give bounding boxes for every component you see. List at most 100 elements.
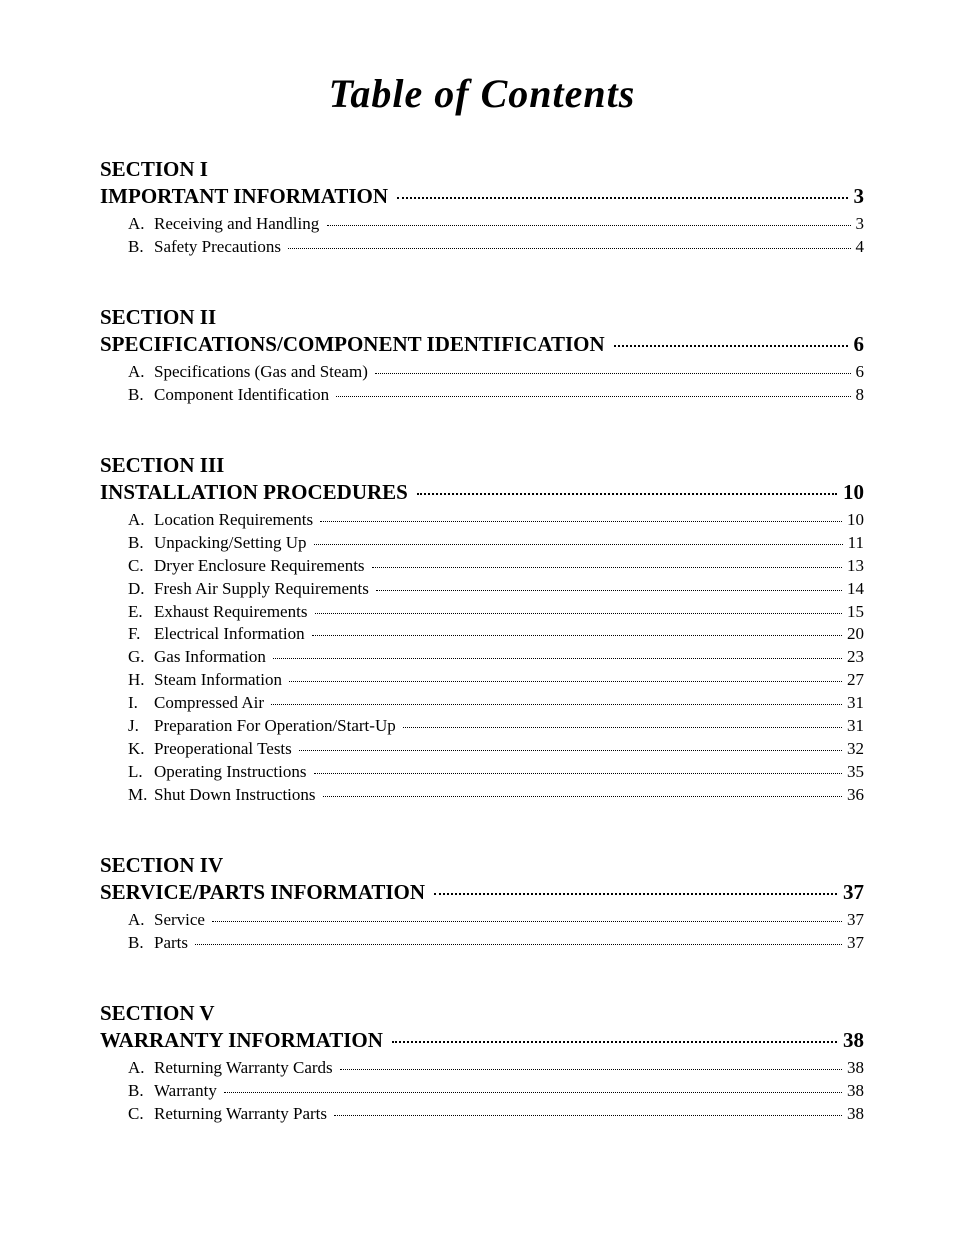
sub-label: Compressed Air: [154, 692, 268, 715]
sub-label: Service: [154, 909, 209, 932]
sub-page-number: 31: [845, 715, 864, 738]
sub-page-number: 38: [845, 1080, 864, 1103]
toc-sub-row: C.Dryer Enclosure Requirements 13: [100, 555, 864, 578]
sub-label: Fresh Air Supply Requirements: [154, 578, 373, 601]
page-title: Table of Contents: [100, 70, 864, 117]
sub-page-number: 3: [854, 213, 865, 236]
sub-page-number: 14: [845, 578, 864, 601]
section-block: SECTION IVSERVICE/PARTS INFORMATION 37A.…: [100, 853, 864, 955]
leader-dots: [327, 225, 851, 226]
section-block: SECTION IIMPORTANT INFORMATION 3A.Receiv…: [100, 157, 864, 259]
sub-marker: H.: [128, 669, 154, 692]
toc-sub-row: K.Preoperational Tests 32: [100, 738, 864, 761]
sub-marker: A.: [128, 361, 154, 384]
sub-marker: J.: [128, 715, 154, 738]
toc-sub-row: A.Returning Warranty Cards 38: [100, 1057, 864, 1080]
leader-dots: [320, 521, 842, 522]
sub-page-number: 38: [845, 1103, 864, 1126]
sub-page-number: 27: [845, 669, 864, 692]
leader-dots: [392, 1041, 837, 1043]
sub-page-number: 13: [845, 555, 864, 578]
sub-page-number: 31: [845, 692, 864, 715]
sub-label: Electrical Information: [154, 623, 309, 646]
sub-marker: C.: [128, 1103, 154, 1126]
section-heading-text: SERVICE/PARTS INFORMATION: [100, 880, 430, 905]
section-page-number: 38: [841, 1028, 864, 1053]
sub-page-number: 35: [845, 761, 864, 784]
leader-dots: [614, 345, 848, 347]
sub-label: Gas Information: [154, 646, 270, 669]
leader-dots: [323, 796, 842, 797]
sub-page-number: 20: [845, 623, 864, 646]
toc-sub-row: L.Operating Instructions 35: [100, 761, 864, 784]
leader-dots: [312, 635, 842, 636]
section-heading-row: SPECIFICATIONS/COMPONENT IDENTIFICATION …: [100, 332, 864, 357]
toc-sub-row: A.Service 37: [100, 909, 864, 932]
toc-sub-row: H.Steam Information 27: [100, 669, 864, 692]
section-heading-row: SERVICE/PARTS INFORMATION 37: [100, 880, 864, 905]
leader-dots: [403, 727, 842, 728]
section-page-number: 37: [841, 880, 864, 905]
sub-label: Specifications (Gas and Steam): [154, 361, 372, 384]
sub-label: Shut Down Instructions: [154, 784, 320, 807]
sub-label: Returning Warranty Cards: [154, 1057, 337, 1080]
sub-page-number: 36: [845, 784, 864, 807]
sub-page-number: 23: [845, 646, 864, 669]
leader-dots: [212, 921, 842, 922]
sub-marker: E.: [128, 601, 154, 624]
toc-sub-row: A.Specifications (Gas and Steam) 6: [100, 361, 864, 384]
section-block: SECTION IISPECIFICATIONS/COMPONENT IDENT…: [100, 305, 864, 407]
section-page-number: 10: [841, 480, 864, 505]
leader-dots: [376, 590, 842, 591]
section-heading-text: WARRANTY INFORMATION: [100, 1028, 388, 1053]
page-container: Table of Contents SECTION IIMPORTANT INF…: [0, 0, 954, 1235]
toc-sub-row: I.Compressed Air 31: [100, 692, 864, 715]
sub-marker: A.: [128, 1057, 154, 1080]
toc-sub-row: C.Returning Warranty Parts 38: [100, 1103, 864, 1126]
sub-marker: B.: [128, 384, 154, 407]
section-heading-row: IMPORTANT INFORMATION 3: [100, 184, 864, 209]
section-heading-text: INSTALLATION PROCEDURES: [100, 480, 413, 505]
leader-dots: [417, 493, 837, 495]
sub-marker: I.: [128, 692, 154, 715]
leader-dots: [299, 750, 842, 751]
sub-marker: B.: [128, 1080, 154, 1103]
sub-label: Location Requirements: [154, 509, 317, 532]
toc-sub-row: D.Fresh Air Supply Requirements 14: [100, 578, 864, 601]
toc-sub-row: B.Component Identification 8: [100, 384, 864, 407]
sub-page-number: 8: [854, 384, 865, 407]
section-heading-row: WARRANTY INFORMATION 38: [100, 1028, 864, 1053]
toc-sub-row: A.Receiving and Handling 3: [100, 213, 864, 236]
sub-marker: M.: [128, 784, 154, 807]
section-label: SECTION I: [100, 157, 864, 182]
toc-sub-row: B.Parts 37: [100, 932, 864, 955]
sub-page-number: 4: [854, 236, 865, 259]
leader-dots: [271, 704, 842, 705]
sub-marker: F.: [128, 623, 154, 646]
toc-sub-row: A.Location Requirements 10: [100, 509, 864, 532]
sub-label: Safety Precautions: [154, 236, 285, 259]
toc-sub-row: E.Exhaust Requirements 15: [100, 601, 864, 624]
section-heading-text: IMPORTANT INFORMATION: [100, 184, 393, 209]
sub-label: Warranty: [154, 1080, 221, 1103]
leader-dots: [434, 893, 837, 895]
sub-label: Steam Information: [154, 669, 286, 692]
sub-marker: B.: [128, 532, 154, 555]
sub-marker: A.: [128, 509, 154, 532]
sub-marker: A.: [128, 213, 154, 236]
leader-dots: [336, 396, 850, 397]
toc-sub-row: B.Unpacking/Setting Up 11: [100, 532, 864, 555]
sub-page-number: 6: [854, 361, 865, 384]
section-page-number: 3: [852, 184, 865, 209]
sub-label: Operating Instructions: [154, 761, 311, 784]
section-heading-row: INSTALLATION PROCEDURES 10: [100, 480, 864, 505]
section-label: SECTION III: [100, 453, 864, 478]
sub-marker: L.: [128, 761, 154, 784]
sub-label: Exhaust Requirements: [154, 601, 312, 624]
leader-dots: [375, 373, 850, 374]
leader-dots: [314, 773, 842, 774]
toc-sub-row: B.Warranty 38: [100, 1080, 864, 1103]
toc-sub-row: M.Shut Down Instructions 36: [100, 784, 864, 807]
sub-page-number: 32: [845, 738, 864, 761]
leader-dots: [340, 1069, 842, 1070]
